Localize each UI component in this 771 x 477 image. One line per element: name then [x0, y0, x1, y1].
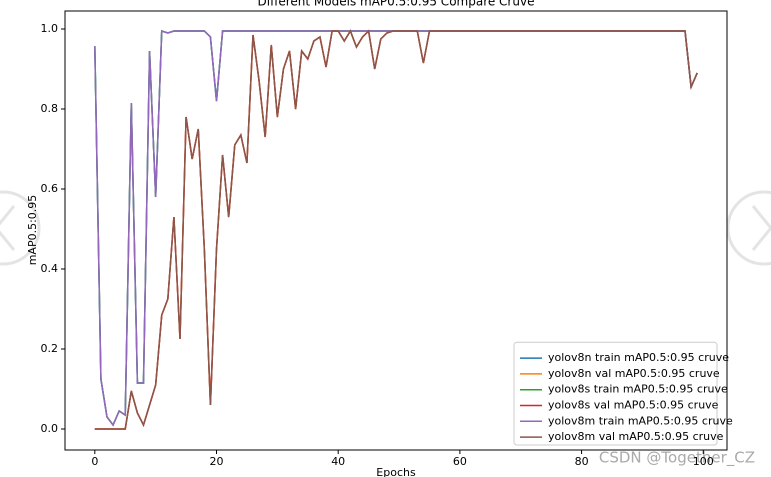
y-tick-label: 0.4: [41, 262, 59, 275]
y-axis-label: mAP0.5:0.95: [26, 195, 39, 266]
series-line: [94, 29, 698, 430]
y-tick-label: 0.8: [41, 102, 59, 115]
x-tick-label: 100: [693, 455, 714, 468]
chart-title: Different Models mAP0.5:0.95 Compare Cru…: [258, 0, 535, 9]
x-tick-label: 80: [575, 455, 589, 468]
y-tick-label: 0.2: [41, 342, 59, 355]
prev-arrow: [0, 205, 16, 251]
watermark: CSDN @Together_CZ: [599, 449, 755, 468]
legend-box: [513, 341, 718, 446]
x-tick-label: 60: [453, 455, 467, 468]
legend-label: yolov8s train mAP0.5:0.95 cruve: [548, 383, 728, 396]
x-tick-label: 40: [331, 455, 345, 468]
legend-label: yolov8n train mAP0.5:0.95 cruve: [548, 351, 729, 364]
legend: yolov8n train mAP0.5:0.95 cruve yolov8n v…: [513, 341, 733, 446]
plot-area: [94, 29, 698, 430]
y-tick-label: 1.0: [41, 22, 59, 35]
legend-label: yolov8n val mAP0.5:0.95 cruve: [548, 367, 720, 380]
y-tick-label: 0.0: [41, 422, 59, 435]
y-tick-label: 0.6: [41, 182, 59, 195]
legend-label: yolov8m val mAP0.5:0.95 cruve: [548, 430, 724, 443]
legend-label: yolov8m train mAP0.5:0.95 cruve: [548, 414, 733, 427]
next-arrow: [751, 205, 771, 251]
x-tick-label: 20: [210, 455, 224, 468]
x-axis-label: Epochs: [376, 466, 416, 477]
next-button[interactable]: [726, 190, 771, 266]
legend-label: yolov8s val mAP0.5:0.95 cruve: [548, 399, 719, 412]
axes-frame: [64, 10, 728, 451]
x-tick-label: 0: [91, 455, 98, 468]
prev-button[interactable]: [0, 190, 41, 266]
